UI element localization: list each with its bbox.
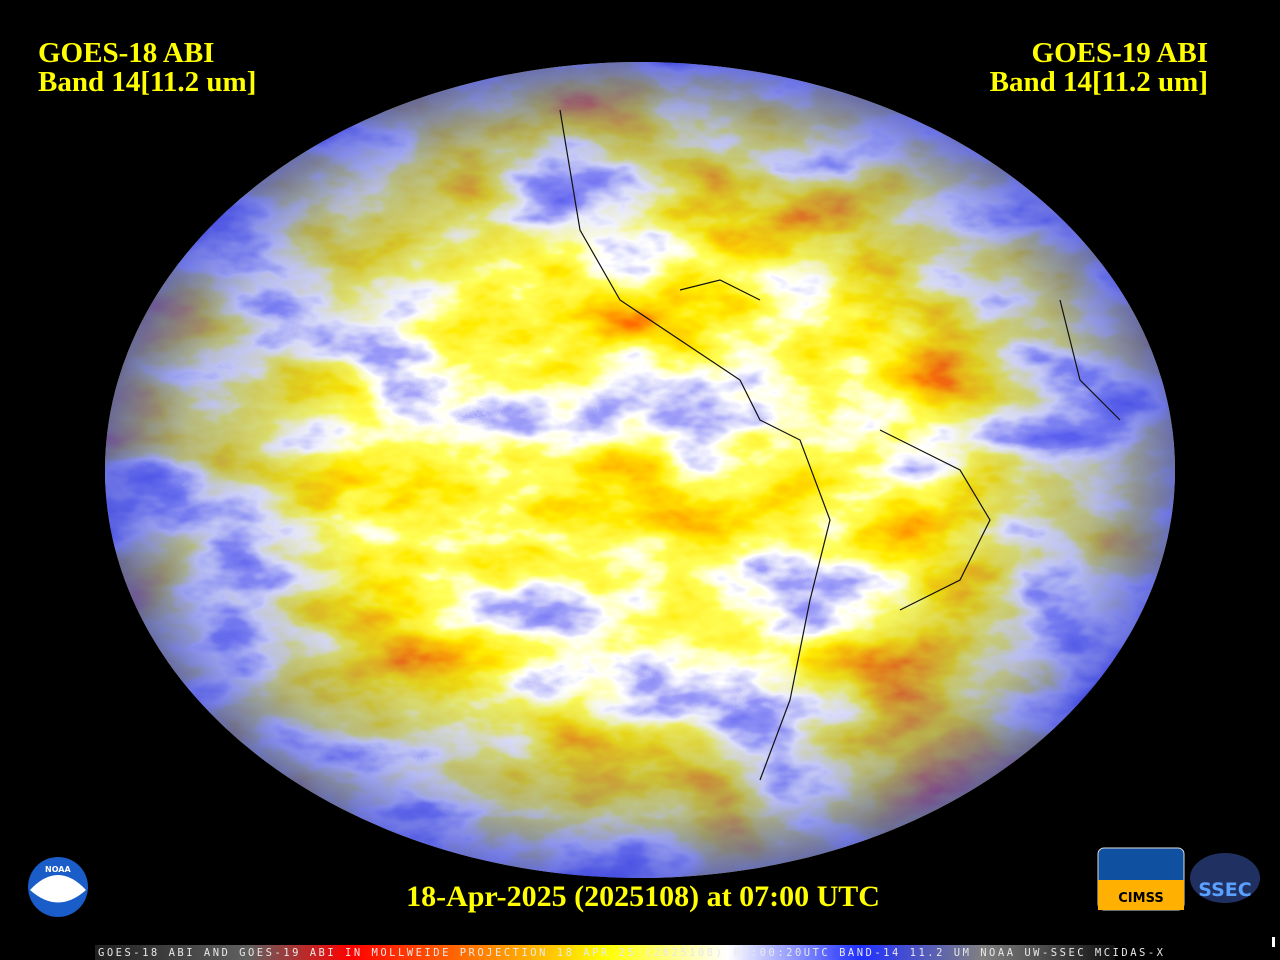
left-subtitle: Band 14[11.2 um] — [38, 66, 256, 98]
coastlines — [559, 109, 1121, 781]
ssec-label: SSEC — [1198, 879, 1251, 901]
left-title: GOES-18 ABI — [38, 37, 214, 69]
cimss-logo: CIMSS — [1097, 847, 1185, 911]
right-subtitle: Band 14[11.2 um] — [990, 66, 1208, 98]
ssec-logo: SSEC — [1190, 853, 1260, 903]
color-bar — [95, 945, 1115, 960]
disk-shading — [105, 62, 1175, 878]
footer-banner: GOES-18 ABI AND GOES-19 ABI IN MOLLWEIDE… — [98, 947, 1164, 959]
corner-marker — [1272, 937, 1275, 947]
cimss-label: CIMSS — [1118, 891, 1163, 906]
noaa-logo: NOAA — [28, 857, 88, 917]
timestamp: 18-Apr-2025 (2025108) at 07:00 UTC — [406, 880, 880, 913]
noaa-label: NOAA — [45, 865, 71, 874]
right-title: GOES-19 ABI — [1032, 37, 1208, 69]
